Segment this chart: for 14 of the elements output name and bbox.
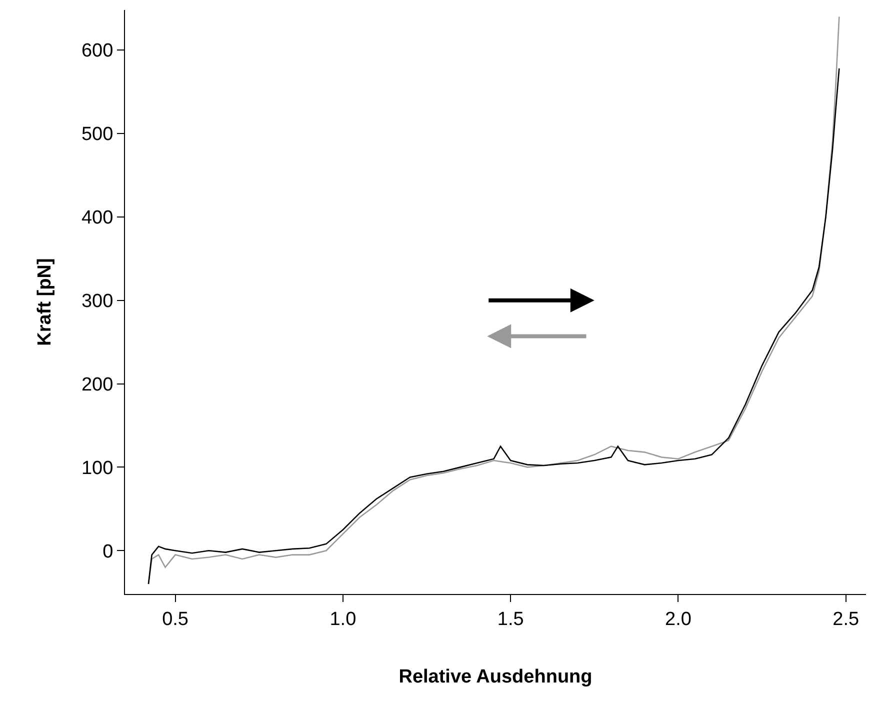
y-tick-label: 300 [81,290,114,312]
y-tick-label: 0 [102,541,114,562]
x-tick-label: 0.5 [162,608,188,630]
y-tick-label: 400 [81,208,114,229]
y-axis-title: Kraft [pN] [34,258,56,346]
y-tick-label: 100 [81,458,114,479]
x-tick-label: 1.0 [330,608,356,630]
x-axis-title: Relative Ausdehnung [398,666,592,688]
x-tick-label: 1.5 [497,608,524,630]
y-tick-label: 600 [81,40,114,62]
y-tick-label: 200 [81,374,114,396]
x-tick-label: 2.5 [832,608,860,630]
y-tick-label: 500 [81,124,114,146]
x-tick-label: 2.0 [665,608,692,630]
